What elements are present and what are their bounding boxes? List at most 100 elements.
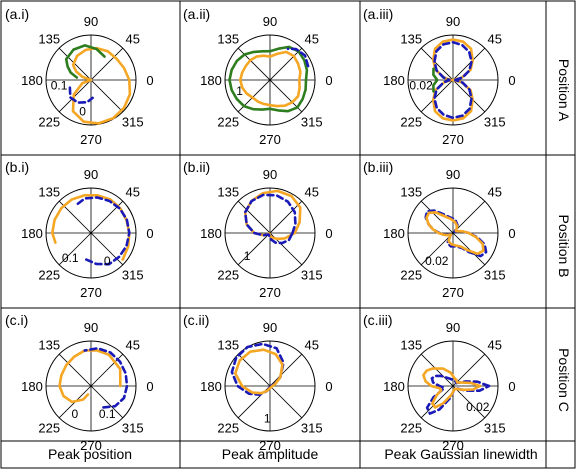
angle-tick-label: 315	[122, 421, 144, 436]
angle-tick-label: 90	[446, 167, 460, 182]
angle-tick-label: 270	[80, 438, 102, 453]
data-series-blue	[243, 193, 297, 245]
panel-label: (c.iii)	[363, 312, 393, 328]
angle-tick-label: 270	[442, 438, 464, 453]
angle-tick-label: 315	[484, 421, 506, 436]
radial-tick-label: 1	[244, 249, 251, 263]
angle-tick-label: 315	[122, 115, 144, 130]
polar-panel: (b.ii) 0 45 90 135 180 225 270 315 1	[183, 159, 333, 300]
data-series-orange	[425, 211, 485, 256]
panel-label: (c.i)	[5, 312, 28, 328]
angle-tick-label: 0	[146, 73, 153, 88]
angle-tick-label: 135	[400, 337, 422, 352]
angle-tick-label: 0	[325, 73, 332, 88]
radial-tick-label: 0.02	[425, 254, 449, 268]
angle-tick-label: 225	[217, 421, 239, 436]
polar-panels: (a.i) 0 45 90 135 180 225 270 315 0.1 0 (a.ii) 0 45 90…	[5, 6, 516, 453]
radial-tick-label: 0.1	[99, 407, 116, 421]
angle-tick-label: 270	[442, 132, 464, 147]
polar-panel: (a.iii) 0 45 90 135 180 225 270 315 0.02	[363, 6, 516, 147]
angle-tick-label: 0	[508, 379, 515, 394]
radial-tick-label: 0.1	[51, 79, 68, 93]
angle-tick-label: 315	[301, 268, 323, 283]
radial-tick-label: 1	[236, 84, 243, 98]
row-label-position-c: Position C	[556, 348, 572, 412]
angle-tick-label: 180	[21, 226, 43, 241]
angle-tick-label: 45	[487, 337, 501, 352]
angle-tick-label: 90	[84, 14, 98, 29]
panel-label: (c.ii)	[183, 312, 209, 328]
angle-tick-label: 90	[263, 14, 277, 29]
angle-tick-label: 135	[38, 184, 60, 199]
angle-tick-label: 45	[487, 184, 501, 199]
angle-tick-label: 180	[383, 226, 405, 241]
radial-tick-label: 0.02	[409, 79, 433, 93]
angle-tick-label: 135	[217, 184, 239, 199]
angle-tick-label: 45	[304, 337, 318, 352]
angle-tick-label: 0	[325, 379, 332, 394]
panel-label: (b.ii)	[183, 159, 210, 175]
data-series-orange	[234, 348, 284, 395]
angle-tick-label: 45	[487, 31, 501, 46]
angle-tick-label: 90	[84, 320, 98, 335]
column-label-peak-gaussian-linewidth: Peak Gaussian linewidth	[384, 446, 537, 462]
angle-tick-label: 0	[325, 226, 332, 241]
data-series-blue	[74, 196, 131, 266]
angle-tick-label: 180	[383, 379, 405, 394]
row-label-position-a: Position A	[556, 59, 572, 122]
data-series-orange	[239, 50, 302, 108]
data-series-green	[64, 44, 106, 79]
angle-tick-label: 270	[80, 132, 102, 147]
radial-tick-label: 0	[79, 104, 86, 118]
angle-tick-label: 45	[304, 184, 318, 199]
polar-panel: (b.iii) 0 45 90 135 180 225 270 315 0.02	[363, 159, 516, 300]
angle-tick-label: 225	[400, 115, 422, 130]
angle-tick-label: 135	[38, 337, 60, 352]
panel-label: (a.ii)	[183, 6, 210, 22]
data-series-orange	[58, 349, 122, 404]
angle-tick-label: 180	[200, 379, 222, 394]
angle-tick-label: 225	[400, 421, 422, 436]
angle-tick-label: 270	[80, 285, 102, 300]
angle-tick-label: 135	[217, 31, 239, 46]
angle-tick-label: 180	[200, 226, 222, 241]
angle-tick-label: 315	[484, 268, 506, 283]
angle-tick-label: 0	[146, 226, 153, 241]
radial-tick-label: 0	[71, 407, 78, 421]
angle-tick-label: 180	[21, 379, 43, 394]
polar-spoke	[58, 200, 124, 266]
panel-label: (a.i)	[5, 6, 29, 22]
angle-tick-label: 45	[125, 184, 139, 199]
polar-spoke	[237, 47, 303, 113]
angle-tick-label: 225	[400, 268, 422, 283]
angle-tick-label: 135	[38, 31, 60, 46]
panel-label: (b.i)	[5, 159, 29, 175]
angle-tick-label: 90	[446, 14, 460, 29]
polar-panel: (c.iii) 0 45 90 135 180 225 270 315 0.02	[363, 312, 516, 453]
angle-tick-label: 225	[38, 115, 60, 130]
angle-tick-label: 180	[383, 73, 405, 88]
panel-label: (b.iii)	[363, 159, 393, 175]
angle-tick-label: 270	[259, 285, 281, 300]
angle-tick-label: 90	[263, 320, 277, 335]
angle-tick-label: 90	[84, 167, 98, 182]
radial-tick-label: 0.02	[466, 400, 490, 414]
angle-tick-label: 135	[217, 337, 239, 352]
column-label-peak-amplitude: Peak amplitude	[222, 446, 319, 462]
angle-tick-label: 315	[301, 421, 323, 436]
polar-panel: (c.i) 0 45 90 135 180 225 270 315 0 0.1	[5, 312, 154, 453]
angle-tick-label: 270	[259, 132, 281, 147]
angle-tick-label: 0	[508, 73, 515, 88]
row-label-position-b: Position B	[556, 214, 572, 277]
column-label-peak-position: Peak position	[48, 446, 132, 462]
polar-panel: (a.i) 0 45 90 135 180 225 270 315 0.1 0	[5, 6, 154, 147]
polar-spoke	[58, 353, 124, 419]
polar-panel: (c.ii) 0 45 90 135 180 225 270 315 1	[183, 312, 333, 453]
data-series-orange	[422, 367, 482, 409]
angle-tick-label: 45	[125, 31, 139, 46]
angle-tick-label: 0	[508, 226, 515, 241]
angle-tick-label: 90	[263, 167, 277, 182]
